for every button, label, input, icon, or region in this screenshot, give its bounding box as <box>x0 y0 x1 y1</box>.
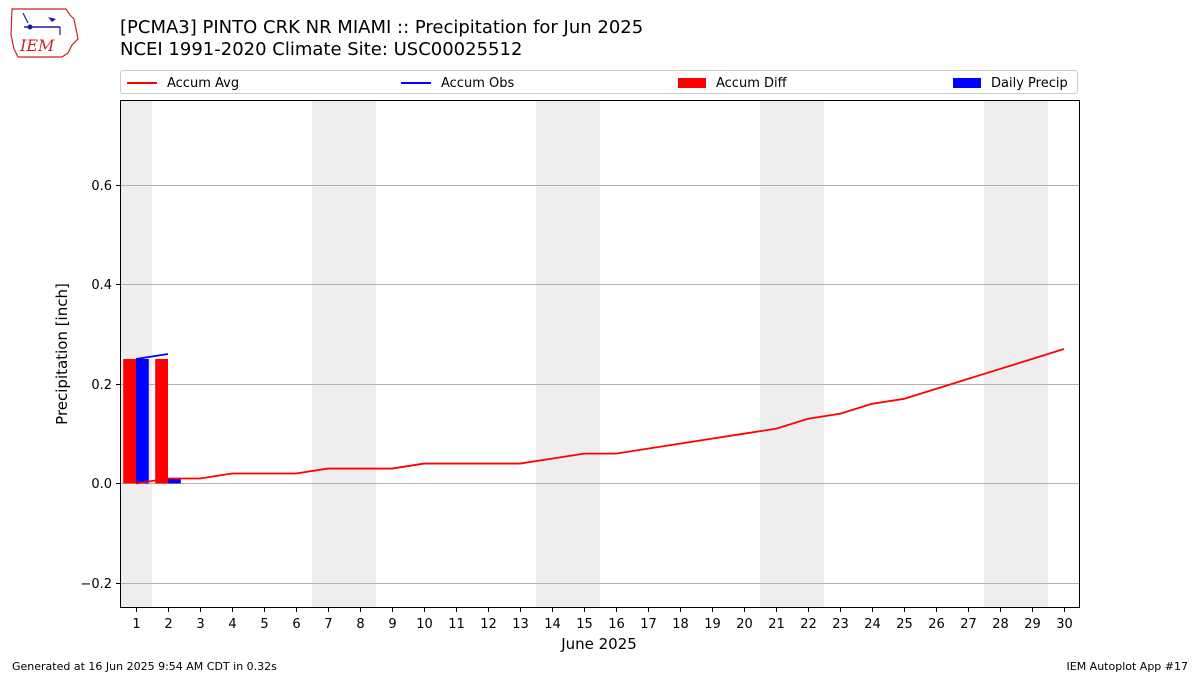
daily-precip-bar <box>168 478 181 484</box>
x-tick-label: 20 <box>736 617 753 632</box>
x-tick-label: 7 <box>324 617 332 632</box>
x-tick-label: 3 <box>196 617 204 632</box>
title-line-1: [PCMA3] PINTO CRK NR MIAMI :: Precipitat… <box>120 17 644 38</box>
legend-label: Accum Avg <box>167 75 240 91</box>
weekend-shading <box>120 100 1048 608</box>
iowa-outline-icon <box>10 8 79 58</box>
weekend-band <box>984 100 1016 608</box>
bars <box>123 358 181 484</box>
footer-generated: Generated at 16 Jun 2025 9:54 AM CDT in … <box>12 660 277 673</box>
x-tick-label: 17 <box>640 617 657 632</box>
x-tick-label: 13 <box>512 617 529 632</box>
x-tick-label: 23 <box>832 617 849 632</box>
gridlines <box>120 185 1080 584</box>
x-tick-label: 16 <box>608 617 625 632</box>
legend-item-accum-diff: Accum Diff <box>678 71 787 95</box>
x-tick-label: 9 <box>388 617 396 632</box>
x-tick-label: 26 <box>928 617 945 632</box>
legend-label: Daily Precip <box>991 75 1068 91</box>
x-tick-label: 27 <box>960 617 977 632</box>
x-tick-label: 19 <box>704 617 721 632</box>
legend-swatch <box>678 78 706 88</box>
x-tick-label: 4 <box>228 617 236 632</box>
accum-diff-bar <box>155 358 168 484</box>
x-tick-label: 11 <box>448 617 465 632</box>
x-tick-label: 18 <box>672 617 689 632</box>
weekend-band <box>1016 100 1048 608</box>
accum-diff-bar <box>123 358 136 484</box>
x-axis-title: June 2025 <box>560 635 637 653</box>
legend-swatch <box>127 82 157 84</box>
accum-avg-line <box>135 348 1065 485</box>
legend-label: Accum Obs <box>441 75 515 91</box>
weekend-band <box>120 100 152 608</box>
y-tick-label: 0.4 <box>91 278 112 293</box>
iem-logo: IEM <box>10 8 79 58</box>
x-tick-label: 22 <box>800 617 817 632</box>
x-tick-label: 21 <box>768 617 785 632</box>
x-tick-label: 25 <box>896 617 913 632</box>
x-tick-label: 6 <box>292 617 300 632</box>
y-tick-label: −0.2 <box>80 577 112 592</box>
legend-label: Accum Diff <box>716 75 787 91</box>
y-tick-label: 0.0 <box>91 477 112 492</box>
x-tick-label: 12 <box>480 617 497 632</box>
logo-text: IEM <box>19 36 55 55</box>
x-tick-label: 29 <box>1024 617 1041 632</box>
legend-item-daily-precip: Daily Precip <box>953 71 1068 95</box>
y-tick-label: 0.2 <box>91 378 112 393</box>
plot-frame <box>120 100 1080 608</box>
footer-app: IEM Autoplot App #17 <box>1066 660 1189 673</box>
x-tick-label: 15 <box>576 617 593 632</box>
x-tick-label: 8 <box>356 617 364 632</box>
x-tick-label: 24 <box>864 617 881 632</box>
accum-obs-line <box>135 353 169 360</box>
weekend-band <box>792 100 824 608</box>
x-tick-label: 30 <box>1056 617 1073 632</box>
legend-swatch <box>401 82 431 84</box>
y-ticks: −0.2 0.0 0.2 0.4 0.6 <box>80 179 120 592</box>
lines <box>135 348 1065 485</box>
x-tick-label: 2 <box>164 617 172 632</box>
y-tick-label: 0.6 <box>91 179 112 194</box>
legend-item-accum-avg: Accum Avg <box>127 71 239 95</box>
x-tick-label: 5 <box>260 617 268 632</box>
x-tick-label: 14 <box>544 617 561 632</box>
x-tick-label: 28 <box>992 617 1009 632</box>
title-line-2: NCEI 1991-2020 Climate Site: USC00025512 <box>120 39 523 60</box>
weekend-band <box>568 100 600 608</box>
weekend-band <box>760 100 792 608</box>
x-tick-label: 10 <box>416 617 433 632</box>
legend: Accum Avg Accum Obs Accum Diff Daily Pre… <box>120 70 1078 94</box>
legend-item-accum-obs: Accum Obs <box>401 71 514 95</box>
daily-precip-bar <box>136 358 149 484</box>
x-tick-label: 1 <box>132 617 140 632</box>
weekend-band <box>536 100 568 608</box>
weekend-band <box>344 100 376 608</box>
legend-swatch <box>953 78 981 88</box>
y-axis-title: Precipitation [inch] <box>53 283 71 425</box>
weekend-band <box>312 100 344 608</box>
x-ticks: 1 2 3 4 5 6 7 8 9 10 11 12 13 14 15 16 17 18 19 20 21 22 23 24 2… <box>132 608 1073 632</box>
chart-title: [PCMA3] PINTO CRK NR MIAMI :: Precipitat… <box>120 17 643 61</box>
